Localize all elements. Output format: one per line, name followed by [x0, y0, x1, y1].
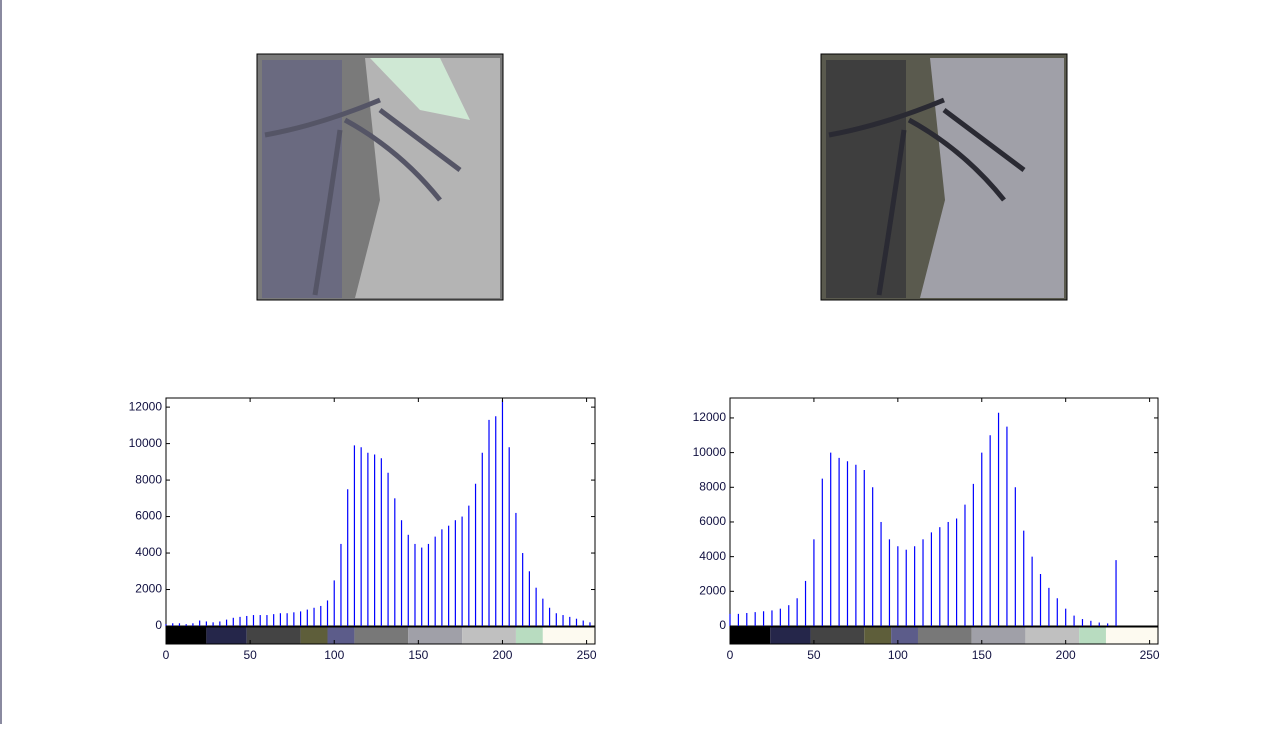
y-tick-label: 6000 [699, 514, 726, 528]
x-tick-label: 50 [243, 648, 257, 662]
y-tick-label: 12000 [693, 410, 727, 424]
plot-area [729, 397, 1159, 627]
colorbar-segment [917, 627, 972, 644]
x-tick-label: 100 [324, 648, 344, 662]
x-tick-label: 100 [888, 648, 908, 662]
y-tick-label: 4000 [699, 549, 726, 563]
y-tick-label: 0 [719, 618, 726, 632]
x-tick-label: 200 [1056, 648, 1076, 662]
x-tick-label: 200 [492, 648, 512, 662]
image-original [256, 53, 504, 301]
colorbar-segment [971, 627, 1026, 644]
colorbar-segment [770, 627, 811, 644]
colorbar-segment [891, 627, 918, 644]
colorbar-segment [1079, 627, 1106, 644]
image-region [262, 60, 342, 298]
colorbar-segment [206, 627, 247, 644]
y-tick-label: 10000 [693, 445, 727, 459]
x-tick-label: 150 [972, 648, 992, 662]
x-tick-label: 250 [577, 648, 597, 662]
image-region [370, 58, 470, 120]
x-tick-label: 250 [1140, 648, 1160, 662]
colorbar-segment [246, 627, 301, 644]
image-vessels [828, 97, 1026, 296]
x-tick-label: 0 [163, 648, 170, 662]
y-tick-label: 2000 [135, 582, 162, 596]
image-processed [820, 53, 1068, 301]
colorbar-segment [1105, 627, 1158, 644]
x-tick-label: 50 [807, 648, 821, 662]
colorbar-segment [810, 627, 865, 644]
colorbar-segment [1025, 627, 1080, 644]
y-tick-label: 2000 [699, 583, 726, 597]
colorbar-segment [730, 627, 771, 644]
colorbar-segment [408, 627, 463, 644]
plot-area [165, 397, 596, 627]
x-tick-label: 150 [408, 648, 428, 662]
y-tick-label: 4000 [135, 545, 162, 559]
y-tick-label: 8000 [699, 479, 726, 493]
image-region [826, 60, 906, 298]
colorbar-segment [864, 627, 892, 644]
colorbar-segment [354, 627, 409, 644]
colorbar-frame [729, 626, 1159, 645]
colorbar-segment [327, 627, 355, 644]
colorbar-segment [515, 627, 543, 644]
y-tick-label: 6000 [135, 509, 162, 523]
colorbar-segment [542, 627, 595, 644]
colorbar-segment [462, 627, 516, 644]
x-tick-label: 0 [727, 648, 734, 662]
colorbar-segment [166, 627, 207, 644]
colorbar-frame [165, 626, 596, 645]
y-tick-label: 10000 [129, 436, 163, 450]
image-vessels [264, 97, 462, 296]
y-tick-label: 0 [155, 618, 162, 632]
y-tick-label: 12000 [129, 399, 163, 413]
y-tick-label: 8000 [135, 472, 162, 486]
colorbar-segment [300, 627, 328, 644]
